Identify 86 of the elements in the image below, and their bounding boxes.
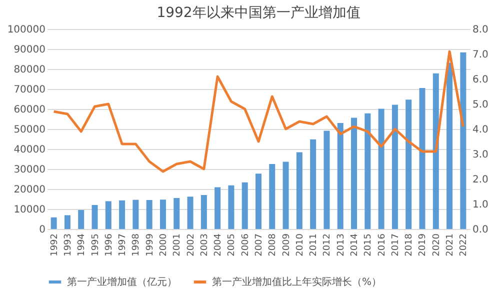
legend-label: 第一产业增加值比上年实际增长（%） xyxy=(212,276,382,288)
y2-tick-label: 8.0 xyxy=(472,24,488,36)
bar xyxy=(351,118,358,229)
bar xyxy=(132,200,139,229)
bar xyxy=(78,210,84,229)
bar xyxy=(324,130,330,229)
y-tick-label: 80000 xyxy=(14,64,46,76)
bar xyxy=(460,52,466,229)
bar xyxy=(160,200,166,229)
x-tick-label: 2007 xyxy=(254,234,264,256)
bar xyxy=(406,100,412,229)
bar xyxy=(378,108,384,229)
x-tick-label: 2020 xyxy=(432,233,442,256)
x-tick-label: 2005 xyxy=(227,234,238,256)
bar xyxy=(187,196,194,229)
bar xyxy=(432,73,439,229)
bar xyxy=(419,88,426,229)
bar xyxy=(242,182,248,229)
y-tick-label: 70000 xyxy=(14,84,46,96)
y-tick-label: 60000 xyxy=(14,104,46,116)
line-series xyxy=(52,50,464,173)
y-tick-label: 0 xyxy=(39,224,46,236)
bar xyxy=(146,200,152,229)
bar xyxy=(269,164,276,229)
x-tick-label: 2015 xyxy=(364,234,374,256)
y2-tick-label: 7.0 xyxy=(472,50,488,60)
x-tick-label: 1995 xyxy=(90,234,101,256)
bar xyxy=(446,62,453,229)
y2-tick-label: 0.0 xyxy=(472,224,488,236)
x-tick-label: 2009 xyxy=(282,233,292,256)
y-tick-label: 50000 xyxy=(14,124,46,136)
bar xyxy=(310,139,316,229)
bar xyxy=(200,195,207,229)
x-tick-label: 1997 xyxy=(118,234,128,256)
bar xyxy=(296,152,302,229)
bar xyxy=(392,104,398,229)
x-tick-label: 1993 xyxy=(63,234,74,256)
x-tick-label: 1999 xyxy=(145,233,156,256)
bar xyxy=(337,123,344,229)
bar xyxy=(282,162,289,229)
y2-tick-label: 4.0 xyxy=(472,124,488,136)
y2-tick-label: 1.0 xyxy=(472,200,488,210)
legend-label: 第一产业增加值（亿元） xyxy=(67,276,177,288)
x-tick-label: 2011 xyxy=(309,234,320,256)
y-tick-label: 30000 xyxy=(14,164,46,176)
x-tick-label: 2003 xyxy=(200,234,210,256)
y-tick-label: 100000 xyxy=(7,24,46,36)
y2-tick-label: 3.0 xyxy=(472,150,488,160)
x-tick-label: 2017 xyxy=(390,234,401,256)
y-tick-label: 10000 xyxy=(14,204,46,216)
y2-tick-label: 2.0 xyxy=(472,174,488,186)
y2-tick-label: 5.0 xyxy=(472,100,488,110)
bar xyxy=(119,200,126,229)
x-tick-label: 1994 xyxy=(77,233,88,256)
x-tick-label: 2022 xyxy=(459,234,470,256)
x-tick-label: 1996 xyxy=(104,233,114,256)
x-tick-label: 2004 xyxy=(214,233,224,256)
bar xyxy=(105,201,112,229)
bar xyxy=(228,185,234,229)
x-tick-label: 2000 xyxy=(158,233,169,256)
y-tick-label: 20000 xyxy=(14,184,46,196)
bar xyxy=(256,174,262,229)
bar xyxy=(64,215,70,229)
x-tick-label: 2010 xyxy=(295,233,306,256)
x-tick-label: 1998 xyxy=(132,233,142,256)
chart-title: 1992年以来中国第一产业增加值 xyxy=(156,5,360,21)
x-tick-label: 2006 xyxy=(240,233,251,256)
bar xyxy=(174,198,180,229)
x-tick-label: 2001 xyxy=(172,234,183,256)
bar xyxy=(214,187,221,229)
y-tick-label: 40000 xyxy=(14,144,46,156)
bar xyxy=(364,113,371,229)
x-tick-label: 2012 xyxy=(322,234,333,256)
x-tick-label: 1992 xyxy=(50,234,60,256)
x-tick-label: 2008 xyxy=(268,233,278,256)
bar xyxy=(92,205,98,229)
x-tick-label: 2021 xyxy=(446,234,456,256)
bar xyxy=(50,217,57,229)
x-tick-label: 2013 xyxy=(336,234,346,256)
y-tick-label: 90000 xyxy=(14,44,46,56)
x-tick-label: 2002 xyxy=(186,234,196,256)
x-tick-label: 2014 xyxy=(350,233,360,256)
y2-tick-label: 6.0 xyxy=(472,74,488,86)
x-tick-label: 2019 xyxy=(418,233,428,256)
x-tick-label: 2018 xyxy=(404,233,415,256)
x-tick-label: 2016 xyxy=(377,233,388,256)
